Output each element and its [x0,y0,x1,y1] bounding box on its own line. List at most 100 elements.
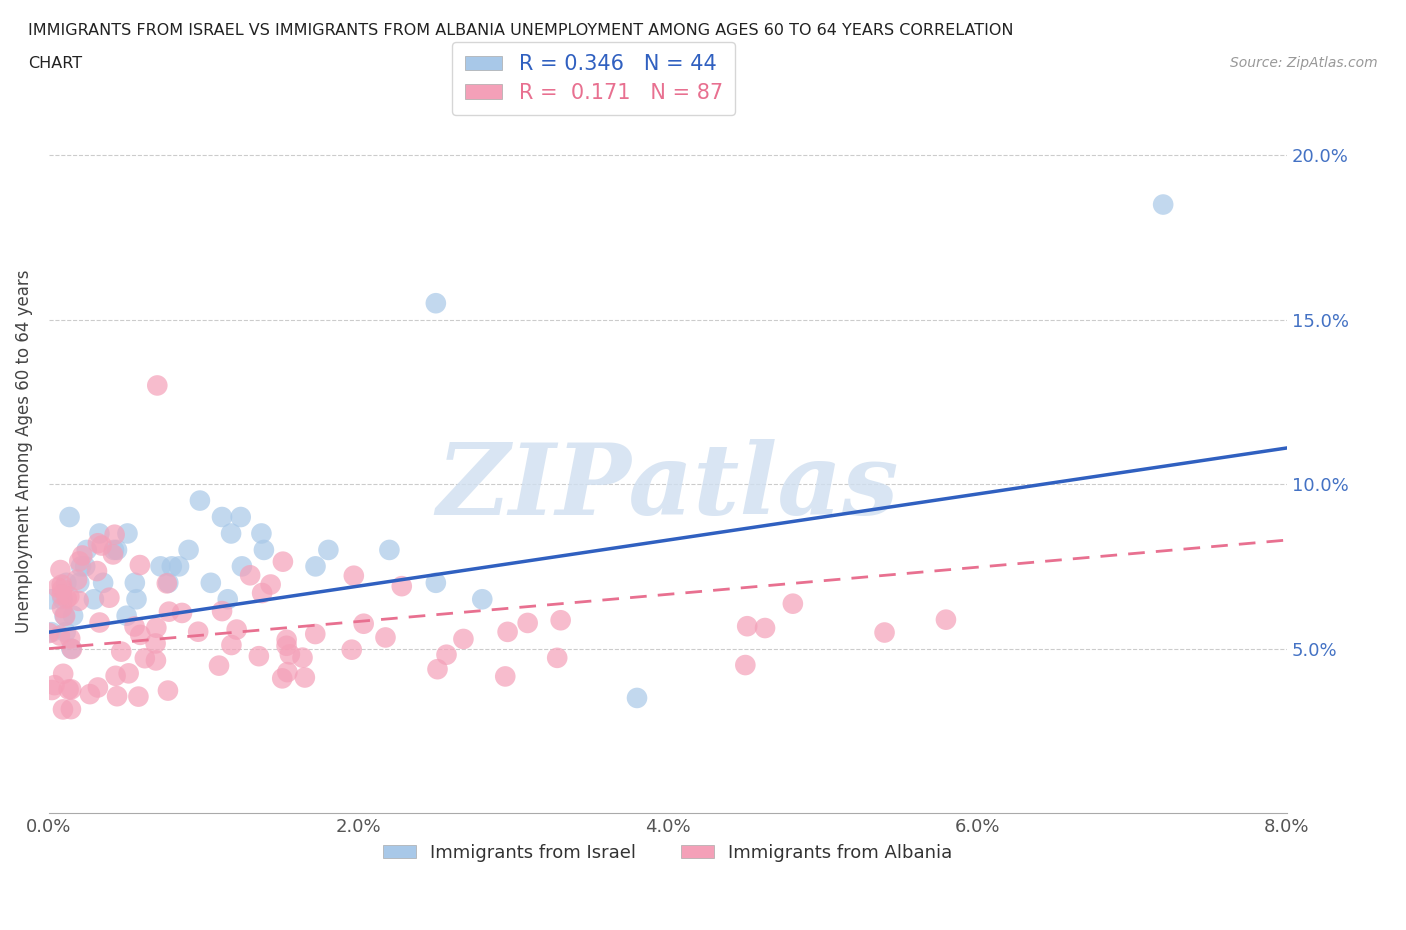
Point [208,658,231,673]
Point [128,558,150,573]
Point [304,559,326,574]
Point [374,630,396,644]
Point [170,605,193,620]
Point [157,576,180,591]
Point [219,526,242,541]
Point [104,669,127,684]
Point [250,526,273,541]
Point [516,616,538,631]
Point [425,576,447,591]
Point [318,542,340,557]
Point [49,628,72,643]
Point [550,613,572,628]
Y-axis label: Unemployment Among Ages 60 to 64 years: Unemployment Among Ages 60 to 64 years [15,270,32,633]
Point [340,643,363,658]
Point [87,680,110,695]
Point [60,641,83,656]
Point [278,647,301,662]
Text: Source: ZipAtlas.com: Source: ZipAtlas.com [1230,56,1378,70]
Point [1152,197,1174,212]
Point [471,591,494,606]
Point [103,542,125,557]
Point [51,582,73,597]
Point [149,559,172,574]
Point [58,510,80,525]
Point [239,568,262,583]
Point [160,559,183,574]
Point [51,578,73,592]
Point [72,548,94,563]
Point [89,615,111,630]
Point [117,666,139,681]
Point [134,651,156,666]
Point [59,702,82,717]
Point [754,620,776,635]
Point [453,631,475,646]
Point [146,378,169,392]
Point [83,591,105,606]
Point [343,568,366,583]
Point [39,591,62,606]
Point [247,649,270,664]
Point [49,563,72,578]
Point [221,638,243,653]
Point [250,586,273,601]
Point [496,624,519,639]
Point [425,296,447,311]
Point [259,578,281,592]
Point [200,576,222,591]
Point [60,682,83,697]
Point [67,554,90,569]
Point [51,591,73,606]
Point [546,650,568,665]
Point [52,667,75,682]
Point [58,589,80,604]
Point [271,671,294,685]
Point [129,628,152,643]
Point [626,690,648,705]
Point [90,538,112,553]
Point [62,608,84,623]
Point [101,547,124,562]
Point [494,669,516,684]
Point [291,650,314,665]
Point [294,670,316,684]
Point [391,578,413,593]
Point [735,618,758,633]
Point [79,686,101,701]
Point [117,526,139,541]
Point [935,612,957,627]
Point [86,564,108,578]
Point [87,536,110,551]
Point [378,542,401,557]
Text: IMMIGRANTS FROM ISRAEL VS IMMIGRANTS FROM ALBANIA UNEMPLOYMENT AMONG AGES 60 TO : IMMIGRANTS FROM ISRAEL VS IMMIGRANTS FRO… [28,23,1014,38]
Point [145,636,167,651]
Point [41,625,63,640]
Point [38,626,60,641]
Point [225,622,247,637]
Point [75,559,97,574]
Point [145,620,167,635]
Point [276,665,298,680]
Point [55,625,77,640]
Point [52,702,75,717]
Point [873,625,896,640]
Point [127,689,149,704]
Point [46,580,69,595]
Point [104,527,127,542]
Point [55,591,77,606]
Point [217,591,239,606]
Point [105,689,128,704]
Point [66,572,89,587]
Point [44,678,66,693]
Point [276,638,298,653]
Point [51,601,73,616]
Point [60,642,83,657]
Point [157,604,180,619]
Point [91,576,114,591]
Point [353,617,375,631]
Point [271,554,294,569]
Point [59,631,82,646]
Point [436,647,458,662]
Point [304,627,326,642]
